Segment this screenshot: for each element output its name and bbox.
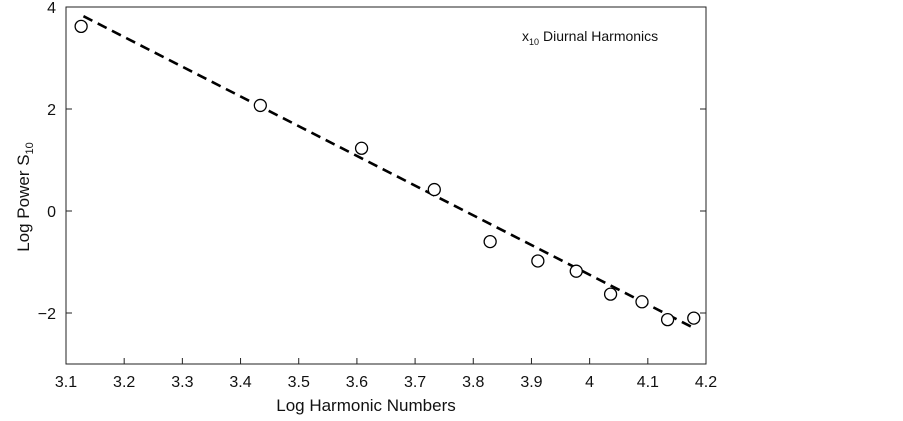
data-point [483, 234, 497, 249]
y-tick-label: 4 [47, 0, 56, 17]
y-axis-title-subscript: 10 [24, 142, 36, 154]
x-tick-label: 3.9 [520, 374, 542, 391]
y-axis-title: Log Power S10 [14, 142, 36, 252]
plot-frame [65, 6, 707, 365]
data-point [635, 295, 649, 309]
data-point [603, 287, 618, 301]
data-point [687, 311, 701, 325]
y-tick-label: 0 [47, 204, 56, 221]
legend-subscript: 10 [529, 37, 539, 47]
data-point [354, 141, 369, 155]
legend-annotation: x10 Diurnal Harmonics [522, 28, 658, 47]
y-tick-label: 2 [47, 102, 56, 119]
data-point [253, 98, 267, 113]
legend-text: Diurnal Harmonics [543, 28, 658, 44]
fit-line-group [82, 15, 695, 330]
data-point [427, 182, 441, 197]
x-tick-label: 3.2 [113, 374, 135, 391]
x-tick-label: 3.5 [288, 374, 310, 391]
x-tick-label: 3.8 [462, 374, 484, 391]
y-axis-title-main: Log Power S [14, 154, 33, 251]
data-points [74, 19, 701, 327]
legend-prefix: x [522, 28, 529, 44]
x-tick-label: 3.4 [229, 374, 251, 391]
x-tick-label: 3.7 [404, 374, 426, 391]
y-tick-label: −2 [38, 306, 56, 323]
data-point [660, 312, 675, 327]
data-point [531, 254, 545, 268]
fit-line [82, 15, 695, 330]
x-ticks: 3.1 3.2 3.3 3.4 3.5 3.6 3.7 3.8 3.9 4 4.1 4.2 [55, 358, 717, 391]
x-tick-label: 3.3 [171, 374, 193, 391]
x-tick-label: 3.1 [55, 374, 77, 391]
x-tick-label: 4.2 [695, 374, 717, 391]
x-axis-title: Log Harmonic Numbers [276, 396, 456, 415]
data-point [569, 264, 583, 278]
data-point [74, 19, 88, 34]
x-tick-label: 3.6 [346, 374, 368, 391]
x-tick-label: 4 [585, 374, 594, 391]
y-ticks: −2 0 2 4 [38, 0, 706, 323]
x-tick-label: 4.1 [637, 374, 659, 391]
